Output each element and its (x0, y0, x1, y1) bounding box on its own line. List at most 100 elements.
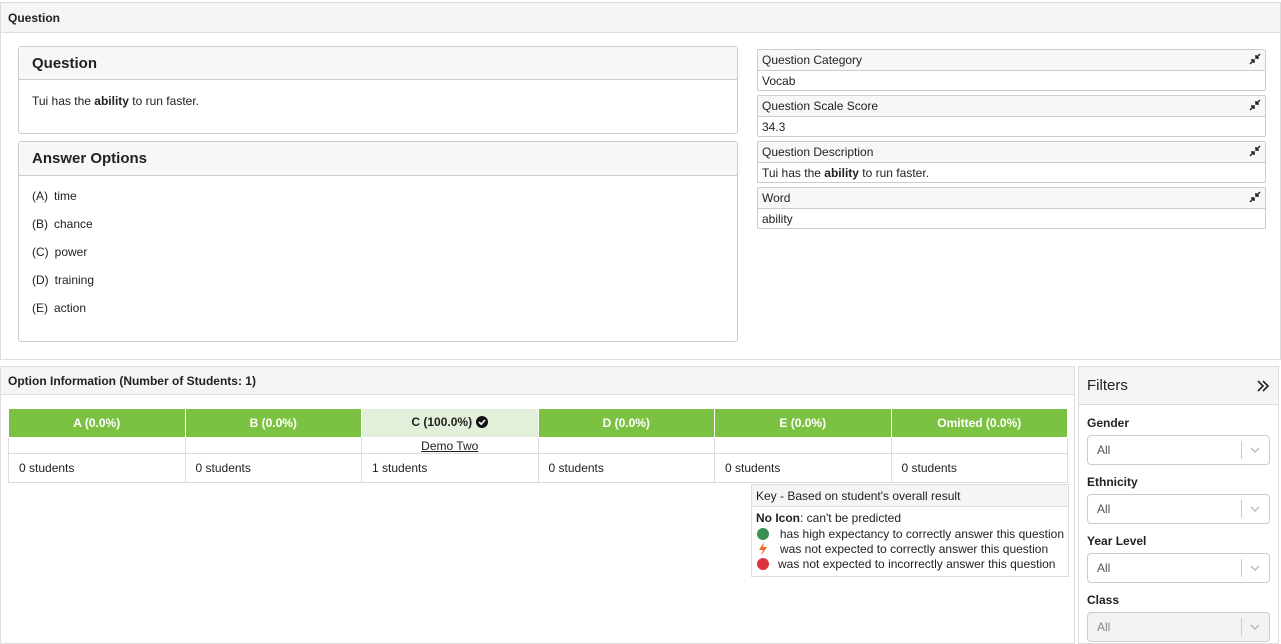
field-value: Vocab (758, 71, 1265, 90)
header-text: C (100.0%) (411, 415, 473, 429)
filter-select[interactable]: All (1087, 553, 1270, 583)
column-header: Omitted (0.0%) (890, 408, 1068, 438)
panel-title: Question (8, 10, 61, 25)
question-text: Tui has the ability to run faster. (19, 80, 737, 122)
names-cell (714, 437, 892, 454)
field-value: 34.3 (758, 117, 1265, 136)
option-text: time (54, 189, 77, 203)
value-text: Vocab (762, 73, 796, 88)
panel-title: Option Information (Number of Students: … (1, 367, 1074, 395)
collapse-button[interactable] (1256, 379, 1270, 392)
icon-green (757, 527, 769, 540)
filters-title: Filters (1087, 377, 1128, 394)
option-text: power (54, 245, 88, 259)
filters-header: Filters (1079, 367, 1278, 405)
count-cell: 0 students (8, 453, 186, 483)
key-body: No Icon: can't be predicted has high exp… (752, 507, 1068, 571)
header-row: A (0.0%) B (0.0%) C (100.0%) D (0.0%) E (0.0… (8, 408, 1068, 438)
expand-button[interactable] (1249, 52, 1261, 68)
option: (B) chance (32, 210, 724, 238)
option-text: chance (54, 217, 93, 231)
key-box: Key - Based on student's overall result … (751, 484, 1069, 577)
field-value: Tui has the ability to run faster. (758, 163, 1265, 182)
filter-select[interactable]: All (1087, 494, 1270, 524)
filter-label: Year Level (1087, 534, 1147, 548)
field-label-row: Word (758, 188, 1265, 209)
field-value: ability (758, 209, 1265, 228)
option: (E) action (32, 294, 724, 322)
field: Question Scale Score 34.3 (757, 95, 1266, 137)
option-text: action (54, 301, 87, 315)
icon-red (757, 557, 769, 570)
field-label: Question Scale Score (762, 99, 879, 113)
option-letter: (D) (32, 273, 49, 287)
option: (D) training (32, 266, 724, 294)
count-cell: 0 students (184, 453, 362, 483)
expand-button[interactable] (1249, 190, 1261, 206)
option-letter: (A) (32, 189, 48, 203)
value-text: 34.3 (762, 119, 786, 134)
header-text: Omitted (0.0%) (937, 416, 1022, 430)
field-label: Word (762, 191, 791, 205)
value-text: to run faster. (858, 165, 929, 180)
filter-groups: Gender All Ethnicity All Year Level All Class A… (1079, 405, 1278, 642)
key-title: Key - Based on student's overall result (752, 485, 1068, 507)
expand-button[interactable] (1249, 144, 1261, 160)
count-cell: 0 students (714, 453, 892, 483)
field-label: Question Description (762, 145, 874, 159)
header-text: E (0.0%) (779, 416, 827, 430)
key-text: has high expectancy to correctly answer … (779, 526, 1064, 541)
answers-card: Answer Options (A) time (B) chance (C) power(… (18, 141, 738, 342)
option-text: training (54, 273, 95, 287)
filter-select[interactable]: All (1087, 435, 1270, 465)
count-cell: 0 students (890, 453, 1068, 483)
option-letter: (E) (32, 301, 48, 315)
names-cell (184, 437, 362, 454)
filter-label: Gender (1087, 416, 1130, 430)
column-header: D (0.0%) (537, 408, 715, 438)
field: Question Category Vocab (757, 49, 1266, 91)
count-row: 0 students 0 students 1 students 0 students… (8, 453, 1068, 483)
column-header: B (0.0%) (184, 408, 362, 438)
icon-bolt (759, 541, 767, 556)
select-arrow (1241, 618, 1260, 636)
option: (C) power (32, 238, 724, 266)
column-header: E (0.0%) (714, 408, 892, 438)
key-text: was not expected to correctly answer thi… (780, 541, 1049, 556)
select-value: All (1097, 561, 1111, 575)
option-panel: Option Information (Number of Students: … (0, 366, 1075, 644)
question-panel: Question Question Tui has the ability to… (0, 2, 1281, 360)
header-text: A (0.0%) (73, 416, 121, 430)
field-label-row: Question Scale Score (758, 96, 1265, 117)
column-header: A (0.0%) (8, 408, 186, 438)
names-cell: Demo Two (361, 437, 539, 454)
text-bold: ability (94, 94, 129, 108)
student-link[interactable]: Demo Two (421, 438, 479, 453)
option-letter: (C) (32, 245, 49, 259)
field-label: Question Category (762, 53, 863, 67)
value-text: ability (762, 211, 793, 226)
option-letter: (B) (32, 217, 48, 231)
select-value: All (1097, 443, 1111, 457)
filter-label: Class (1087, 593, 1120, 607)
select-value: All (1097, 502, 1111, 516)
question-card: Question Tui has the ability to run fast… (18, 46, 738, 134)
header-text: D (0.0%) (602, 416, 650, 430)
text: to run faster. (128, 94, 199, 108)
value-text: Tui has the (762, 165, 825, 180)
filter-label: Ethnicity (1087, 475, 1138, 489)
field: Question Description Tui has the ability … (757, 141, 1266, 183)
names-cell (537, 437, 715, 454)
count-cell: 0 students (537, 453, 715, 483)
names-cell (8, 437, 186, 454)
options: (A) time (B) chance (C) power (D) training (E) ac… (19, 176, 737, 328)
text: Tui has the (32, 94, 95, 108)
filter-select: All (1087, 612, 1270, 642)
option: (A) time (32, 182, 724, 210)
names-row: Demo Two (8, 437, 1068, 454)
header-text: B (0.0%) (249, 416, 297, 430)
field-label-row: Question Category (758, 50, 1265, 71)
card-title: Question (19, 47, 737, 80)
expand-button[interactable] (1249, 98, 1261, 114)
